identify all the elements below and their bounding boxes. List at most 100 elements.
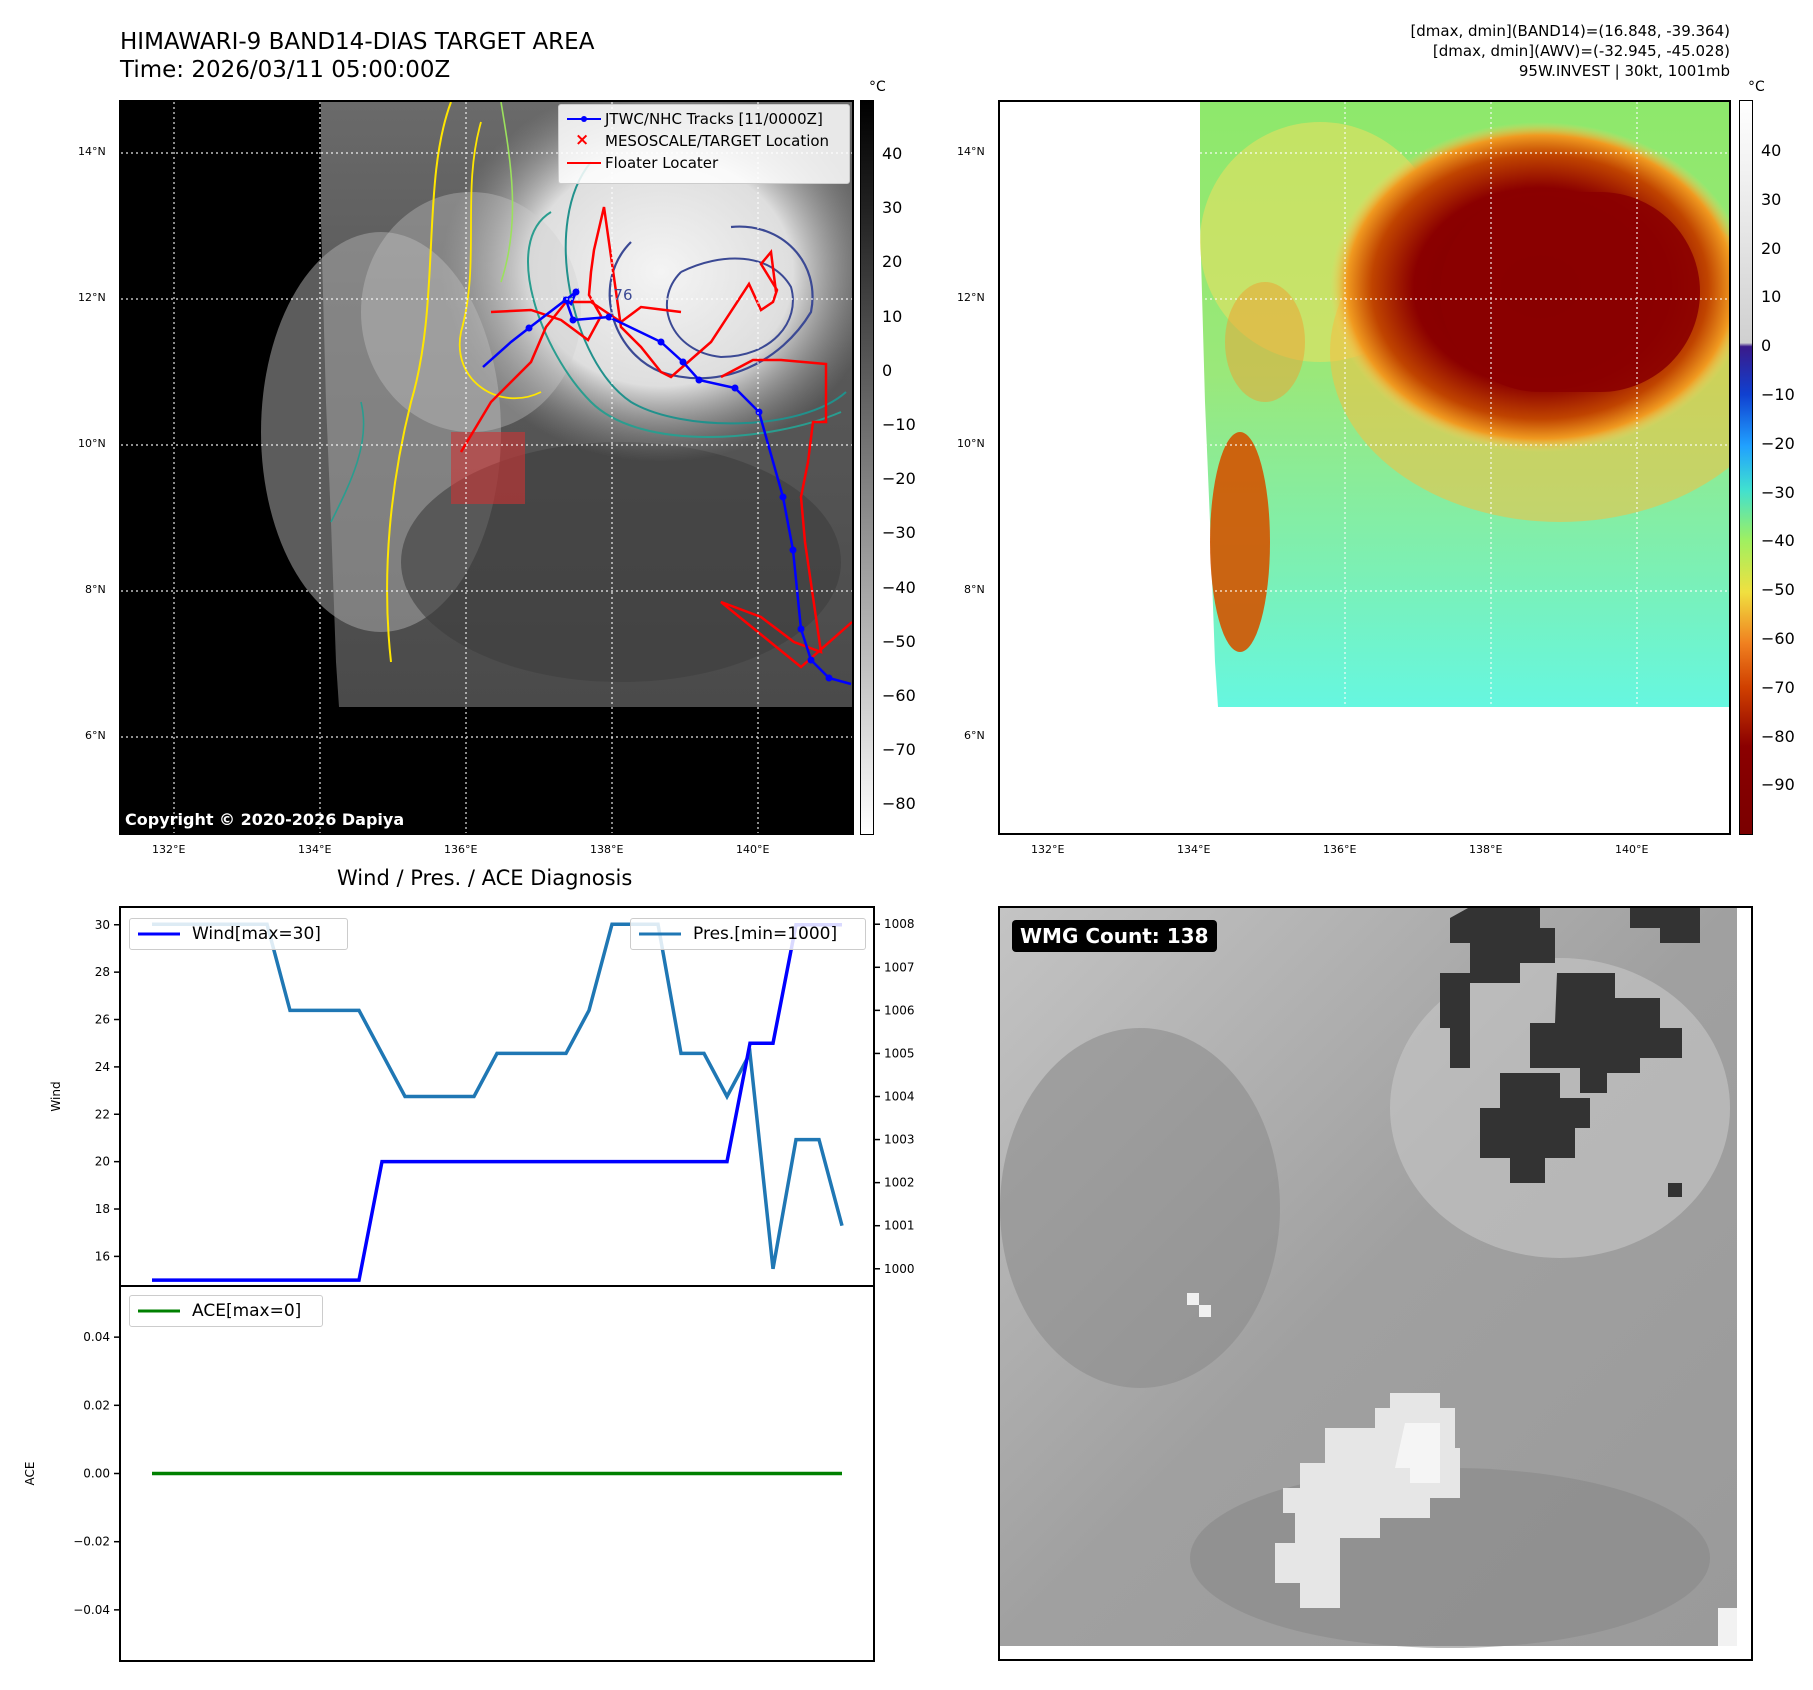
pressure-legend: Pres.[min=1000] [630,918,866,950]
band14-colorbar-unit: °C [869,79,886,95]
pressure-ytick-label: 1006 [884,1003,915,1017]
ace-plot: 0.04 0.02 0.00 −0.02 −0.04 ACE [23,1285,875,1662]
ace-axis-label: ACE [23,1462,37,1486]
wind-legend: Wind[max=30] [129,918,348,950]
awv-dmax-dmin: [dmax, dmin](AWV)=(-32.945, -45.028) [1432,42,1730,60]
pressure-ytick-label: 1004 [884,1090,915,1104]
band14-colorbar-tick: −80 [882,794,916,814]
legend-tracks: JTWC/NHC Tracks [11/0000Z] [605,110,823,128]
figure-title: HIMAWARI-9 BAND14-DIAS TARGET AREA [120,29,595,55]
awv-colorbar-tick: −20 [1761,433,1795,453]
lat-label: 6°N [85,729,106,742]
jtwc-track-points [525,288,833,682]
legend-floater: Floater Locater [605,154,719,172]
awv-colorbar-tick: −10 [1761,385,1795,404]
wind-ytick-label: 22 [95,1107,110,1121]
band14-colorbar-tick: 40 [882,144,903,163]
map-gridlines [121,102,852,833]
target-area-box [451,432,525,504]
target-x-icon: × [575,130,590,150]
band14-colorbar-tick: −60 [882,686,916,705]
awv-colorbar-tick: −90 [1761,775,1795,795]
lon-label: 138°E [1469,843,1503,856]
band14-colorbar-tick: −50 [882,631,916,651]
track-legend-icon [567,116,601,122]
ace-ytick-label: 0.02 [83,1398,110,1412]
awv-colorbar-tick: −80 [1761,726,1795,746]
awv-colorbar-tick: −50 [1761,580,1795,600]
pressure-ytick-label: 1000 [884,1262,915,1276]
pressure-legend-label: Pres.[min=1000] [693,924,838,944]
lat-label: 6°N [964,729,985,742]
lon-label: 132°E [1031,843,1065,856]
wmg-panel: WMG Count: 138 [998,906,1753,1661]
ace-legend-label: ACE[max=0] [192,1301,302,1321]
awv-colorbar-tick: 20 [1761,238,1782,258]
band14-colorbar-tick: −70 [882,740,916,760]
band14-colorbar-tick: 20 [882,252,903,272]
lat-label: 8°N [85,583,106,596]
awv-colorbar-tick: 0 [1761,336,1772,356]
ace-legend: ACE[max=0] [129,1295,323,1327]
wmg-image [1000,908,1737,1648]
floater-legend-icon [567,162,601,164]
lon-label: 136°E [1323,843,1357,856]
figure-time: Time: 2026/03/11 05:00:00Z [120,57,451,83]
diagnosis-chart: 16 18 20 22 24 26 28 30 1000 1001 1002 1003 1004 1005… [23,906,915,1662]
wind-ytick-label: 16 [95,1249,110,1263]
awv-colorbar-tick: −60 [1761,629,1795,648]
awv-colorbar [1739,100,1753,835]
wmg-count-badge: WMG Count: 138 [1012,920,1217,952]
wind-line [152,923,842,1282]
wind-axis-label: Wind [49,1081,63,1111]
wind-ytick-label: 30 [95,918,110,932]
wind-pressure-plot: 16 18 20 22 24 26 28 30 1000 1001 1002 1003 1004 1005… [49,906,915,1287]
wind-legend-label: Wind[max=30] [192,924,321,944]
pressure-ytick-label: 1008 [884,917,915,931]
storm-summary: 95W.INVEST | 30kt, 1001mb [1518,62,1730,80]
wmg-dark-region [1450,908,1555,983]
lat-label: 10°N [78,437,106,450]
band14-colorbar [860,100,874,835]
band14-dmax-dmin: [dmax, dmin](BAND14)=(16.848, -39.364) [1410,22,1730,40]
wind-plot-frame [119,906,875,1287]
ace-ytick-label: −0.02 [73,1535,110,1549]
wind-ytick-label: 18 [95,1202,110,1216]
ace-legend-icon [138,1309,180,1313]
wind-ytick-label: 28 [95,965,110,979]
pressure-ytick-label: 1007 [884,960,915,974]
band14-colorbar-tick: −40 [882,577,916,597]
lat-label: 8°N [964,583,985,596]
copyright-text: Copyright © 2020-2026 Dapiya [125,810,405,829]
map-legend: JTWC/NHC Tracks [11/0000Z] × MESOSCALE/T… [558,104,850,184]
wind-legend-icon [138,932,180,936]
lon-label: 134°E [1177,843,1211,856]
pressure-legend-icon [639,932,681,936]
lat-label: 14°N [78,145,106,158]
awv-colorbar-tick: −30 [1761,482,1795,502]
wind-ytick-label: 24 [95,1060,110,1074]
lon-label: 140°E [736,843,770,856]
awv-map [1000,102,1729,833]
band14-colorbar-tick: −30 [882,523,916,543]
awv-map-panel [998,100,1731,835]
band14-colorbar-tick: 30 [882,198,903,218]
pressure-ytick-label: 1005 [884,1046,915,1060]
lon-label: 136°E [444,843,478,856]
ace-ytick-label: 0.04 [83,1330,110,1344]
lat-label: 14°N [957,145,985,158]
band14-colorbar-tick: −10 [882,415,916,434]
awv-colorbar-tick: −70 [1761,677,1795,697]
band14-map: -76 [121,102,852,833]
convective-cloud-mass [441,102,852,462]
awv-colorbar-tick: 10 [1761,287,1782,307]
band14-map-panel: -76 JTWC/NHC Tracks [11/0000Z] × MESOSCA… [119,100,854,835]
band14-colorbar-tick: 10 [882,306,903,326]
awv-colorbar-tick: 40 [1761,141,1782,160]
awv-colorbar-tick: −40 [1761,531,1795,551]
wind-ytick-label: 26 [95,1013,110,1027]
lat-label: 12°N [957,291,985,304]
band14-colorbar-tick: 0 [882,360,893,380]
diagnosis-title: Wind / Pres. / ACE Diagnosis [337,866,633,890]
contour-label: -76 [608,286,633,304]
